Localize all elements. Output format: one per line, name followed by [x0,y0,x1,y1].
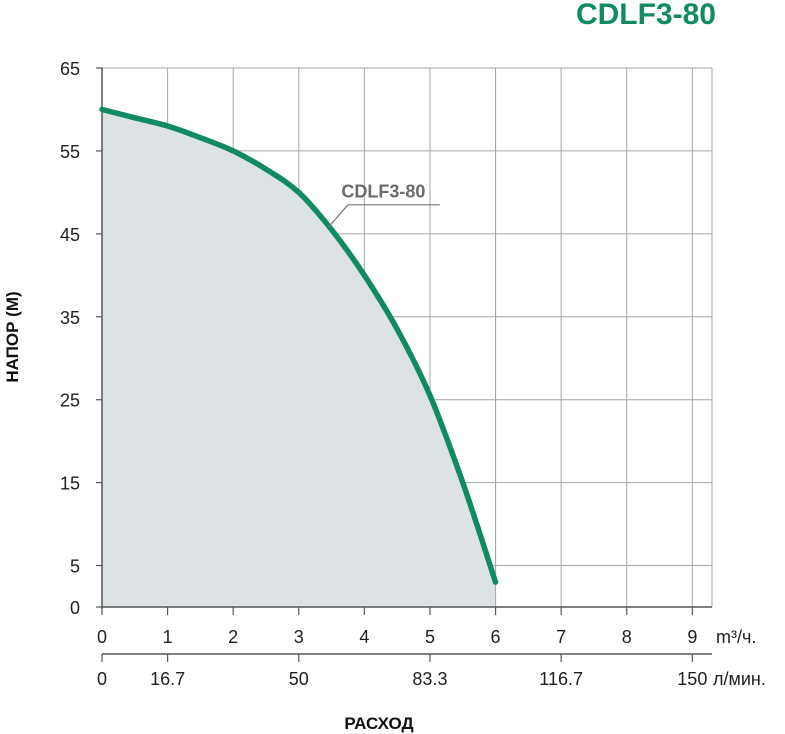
x-tick-label: 8 [622,627,632,647]
series-layer: CDLF3-80 [99,106,499,585]
y-tick-label: 0 [70,598,80,618]
x-tick-label: 9 [687,627,697,647]
x-tick-label: 7 [556,627,566,647]
area-fill-layer [102,68,497,607]
series-label-leader [327,204,349,228]
y-axis-title: НАПОР (М) [3,291,22,382]
chart-title: CDLF3-80 [576,0,716,31]
y-tick-label: 25 [60,391,80,411]
tick-labels: 0 1 2 3 4 5 6 7 8 90 16.7 50 83.3 116.7 15005152535455… [60,59,707,689]
x-tick-label: 0 [97,627,107,647]
x2-tick-label: 16.7 [150,669,185,689]
x-axis-title: РАСХОД [344,714,413,733]
axes [101,68,712,655]
y-tick-label: 55 [60,142,80,162]
x-tick-label: 3 [294,627,304,647]
y-tick-label: 15 [60,474,80,494]
x-unit-secondary: л/мин. [713,669,766,689]
series-area-fill [102,109,496,607]
y-tick-label: 35 [60,308,80,328]
x2-tick-label: 83.3 [412,669,447,689]
x-tick-label: 1 [163,627,173,647]
x2-tick-label: 150 [677,669,707,689]
x2-tick-label: 116.7 [539,669,583,689]
y-tick-label: 5 [70,557,80,577]
x2-tick-label: 50 [289,669,309,689]
series-label: CDLF3-80 [341,181,425,201]
x-tick-label: 5 [425,627,435,647]
series-line-0 [99,106,499,585]
x-tick-label: 6 [491,627,501,647]
x2-tick-label: 0 [97,669,107,689]
y-tick-label: 45 [60,225,80,245]
y-tick-label: 65 [60,59,80,79]
x-tick-label: 2 [228,627,238,647]
x-unit-primary: m³/ч. [716,627,756,647]
x-tick-label: 4 [359,627,369,647]
